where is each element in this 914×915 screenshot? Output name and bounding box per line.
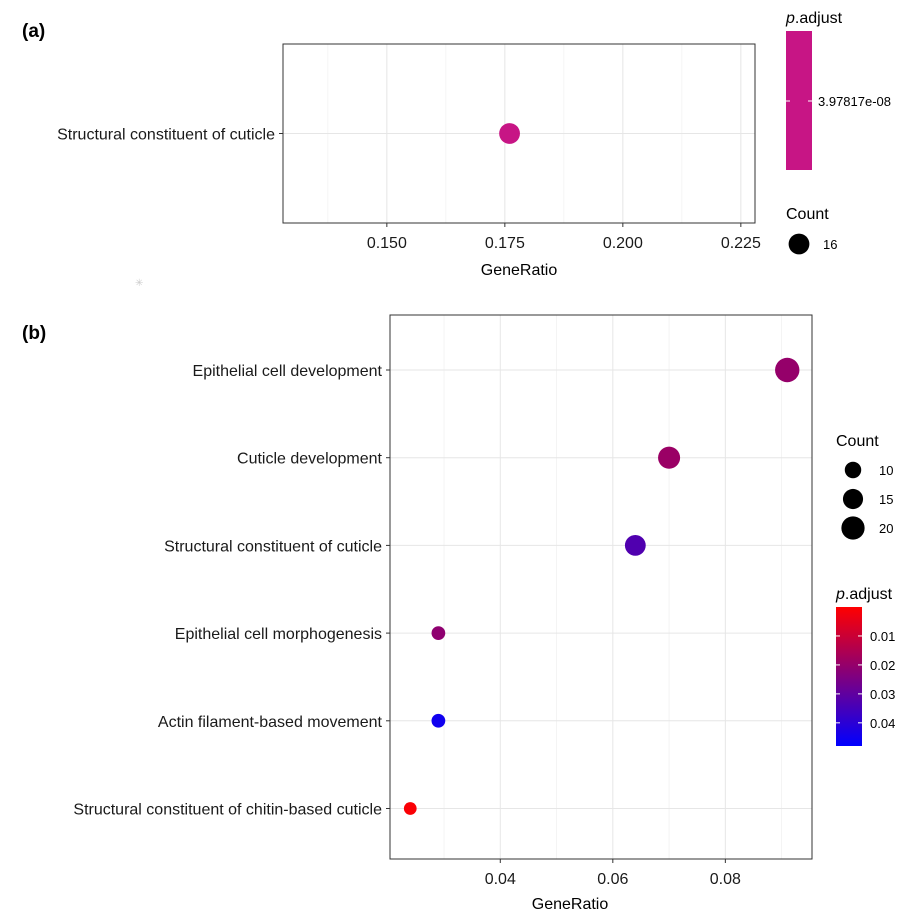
panel-b-color-legend: p.adjust 0.01 0.02 0.03 0.04 [835, 586, 895, 746]
panel-a-color-legend-title: p.adjust [785, 10, 843, 27]
panel-b-colorbar [836, 607, 862, 746]
panel-a-y-ticks: Structural constituent of cuticle [57, 127, 283, 144]
x-tick-label: 0.08 [710, 871, 741, 888]
x-tick-label: 0.225 [721, 235, 761, 252]
panel-b-size-legend-entries: 10 15 20 [841, 461, 893, 540]
size-legend-circle [842, 488, 864, 510]
data-point [658, 446, 681, 469]
size-legend-circle [841, 516, 865, 540]
data-point [499, 123, 520, 144]
size-legend-label: 20 [879, 521, 893, 536]
panel-a-colorbar-label: 3.97817e-08 [818, 94, 891, 109]
panel-a-points [499, 123, 520, 144]
panel-a-size-legend-title: Count [786, 206, 829, 223]
y-tick-label: Epithelial cell morphogenesis [175, 626, 382, 643]
data-point [431, 626, 446, 640]
y-tick-label: Structural constituent of cuticle [57, 127, 275, 144]
x-tick-label: 0.04 [485, 871, 516, 888]
stray-mark: ✳ [135, 278, 143, 289]
x-tick-label: 0.200 [603, 235, 643, 252]
panel-b: (b) 0.04 0.06 0.08 Epithelial cell develop… [22, 314, 895, 913]
size-legend-circle [788, 233, 810, 255]
y-tick-label: Epithelial cell development [193, 363, 383, 380]
panel-b-color-legend-title: p.adjust [835, 586, 893, 603]
data-point [403, 802, 417, 815]
data-point [624, 535, 646, 556]
colorbar-tick-label: 0.02 [870, 658, 895, 673]
panel-b-size-legend: Count 10 15 20 [836, 433, 893, 540]
x-tick-label: 0.06 [597, 871, 628, 888]
panel-b-x-ticks: 0.04 0.06 0.08 [485, 859, 741, 888]
data-point [431, 713, 446, 728]
panel-a: (a) 0.150 0.175 0.200 0.225 Structural cons… [22, 10, 891, 279]
panel-a-legend: p.adjust 3.97817e-08 Count 16 [785, 10, 891, 255]
panel-b-label: (b) [22, 323, 46, 344]
panel-a-size-legend-entries: 16 [788, 233, 837, 255]
data-point [775, 357, 800, 383]
y-tick-label: Actin filament-based movement [158, 714, 383, 731]
size-legend-label: 15 [879, 492, 893, 507]
panel-b-plot-border [389, 314, 813, 860]
colorbar-tick-label: 0.01 [870, 629, 895, 644]
size-legend-circle [844, 461, 862, 479]
x-tick-label: 0.150 [367, 235, 407, 252]
colorbar-tick-label: 0.03 [870, 687, 895, 702]
panel-b-y-ticks: Epithelial cell development Cuticle devel… [73, 363, 390, 819]
y-tick-label: Structural constituent of cuticle [164, 538, 382, 555]
panel-b-colorbar-ticks: 0.01 0.02 0.03 0.04 [836, 629, 895, 731]
panel-b-grid [390, 315, 812, 859]
panel-b-size-legend-title: Count [836, 433, 879, 450]
panel-a-x-axis-title: GeneRatio [481, 262, 558, 279]
size-legend-label: 16 [823, 237, 837, 252]
x-tick-label: 0.175 [485, 235, 525, 252]
panel-a-colorbar [786, 31, 812, 170]
panel-b-points [403, 357, 800, 815]
y-tick-label: Structural constituent of chitin-based c… [73, 802, 382, 819]
panel-a-x-ticks: 0.150 0.175 0.200 0.225 [367, 223, 761, 252]
colorbar-tick-label: 0.04 [870, 716, 895, 731]
panel-a-label: (a) [22, 21, 45, 42]
y-tick-label: Cuticle development [237, 451, 383, 468]
panel-b-x-axis-title: GeneRatio [532, 896, 609, 913]
size-legend-label: 10 [879, 463, 893, 478]
